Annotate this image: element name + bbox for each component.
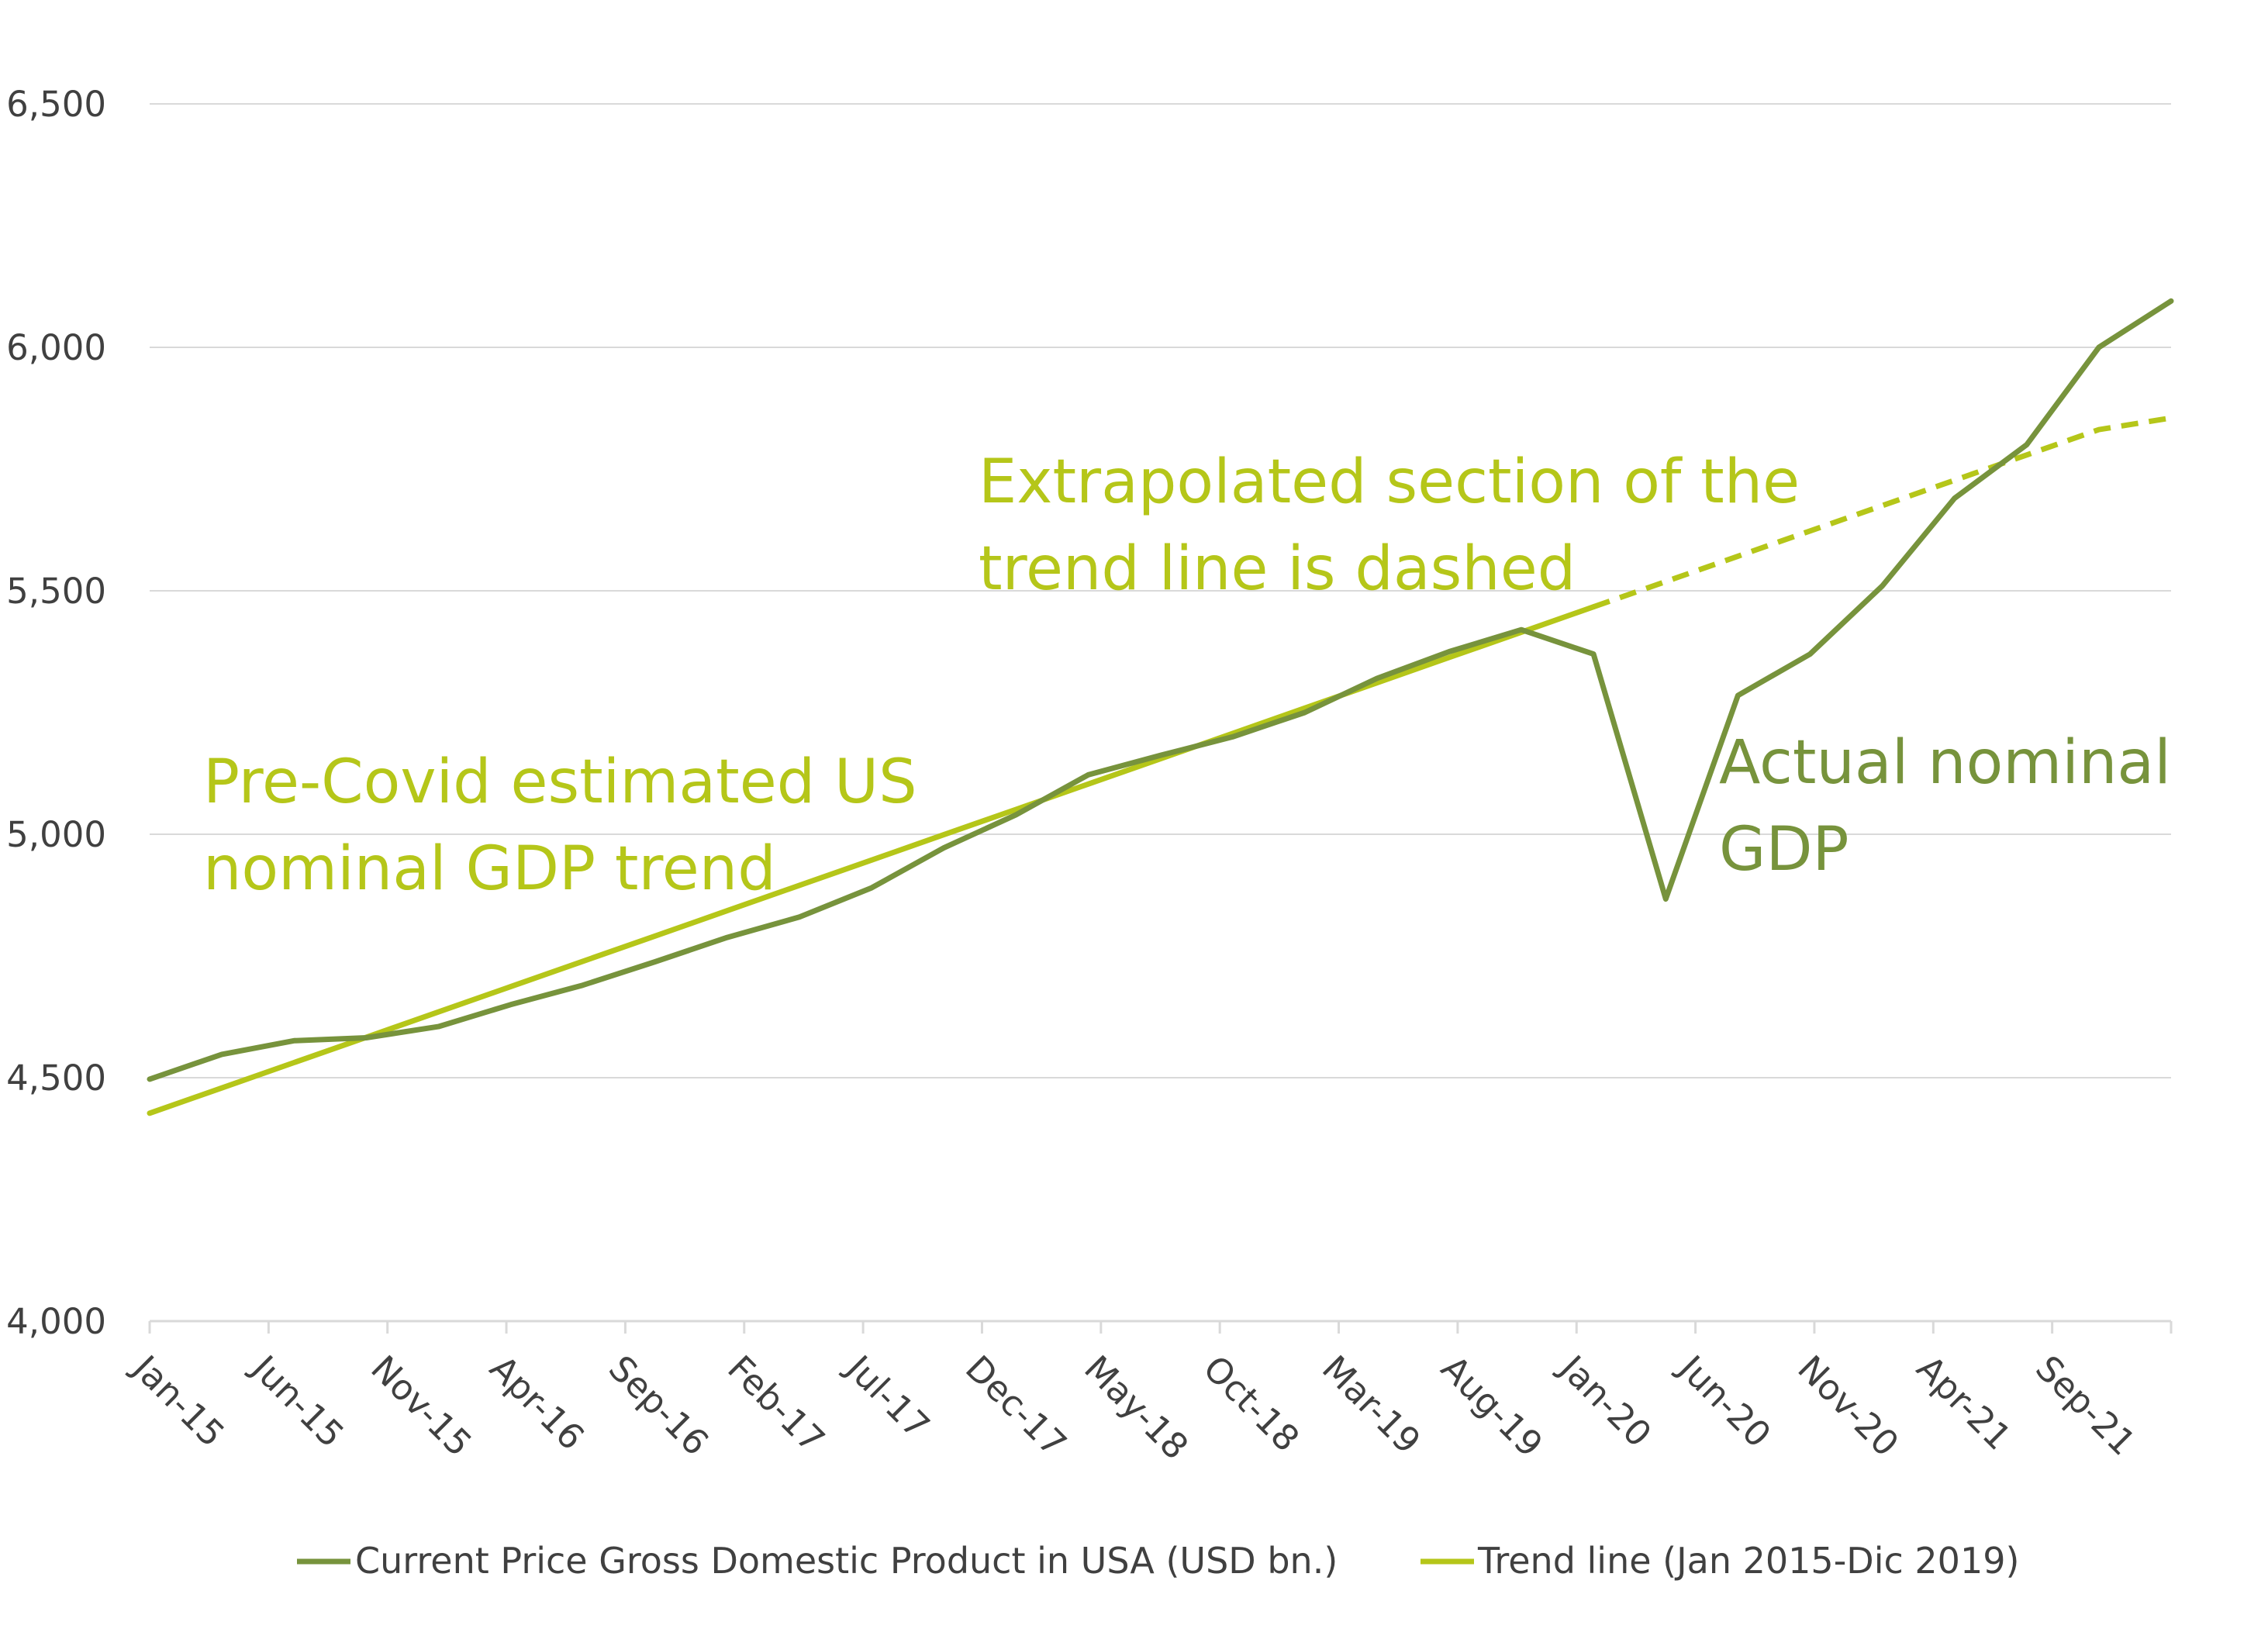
x-tick-label: Nov-15 [363, 1348, 480, 1465]
x-tick-label: Oct-18 [1196, 1348, 1307, 1459]
x-tick-label: Jul-17 [837, 1346, 937, 1447]
annotation-extrapolated: Extrapolated section of the trend line i… [979, 447, 1819, 604]
x-tick-label: Apr-21 [1909, 1348, 2019, 1458]
x-tick-label: Nov-20 [1790, 1348, 1907, 1465]
x-tick-label: Apr-16 [482, 1348, 592, 1458]
x-axis-labels: Jan-15 Jun-15 Nov-15 Apr-16 Sep-16 Feb-17 Jul-… [123, 1346, 2143, 1468]
x-tick-label: Feb-17 [720, 1348, 833, 1461]
y-tick-label: 5,500 [6, 571, 106, 612]
x-tick-label: Jun-15 [243, 1346, 352, 1455]
annotation-actual-line-1: Actual nominal [1719, 728, 2171, 798]
x-tick-label: Jan-20 [1551, 1346, 1660, 1455]
annotation-pre-covid-line-1: Pre-Covid estimated US [203, 747, 917, 817]
legend: Current Price Gross Domestic Product in … [297, 1540, 2019, 1582]
y-tick-label: 4,500 [6, 1058, 106, 1099]
plot-area [147, 298, 2174, 1116]
x-tick-label: Jan-15 [123, 1346, 233, 1455]
x-tick-label: Dec-17 [958, 1348, 1075, 1465]
x-tick-label: Sep-21 [2028, 1348, 2143, 1463]
legend-label-gdp: Current Price Gross Domestic Product in … [355, 1540, 1338, 1582]
gridlines [150, 103, 2171, 1078]
annotation-pre-covid-line-2: nominal GDP trend [203, 834, 776, 904]
legend-label-trend: Trend line (Jan 2015-Dic 2019) [1477, 1540, 2019, 1582]
y-tick-label: 4,000 [6, 1301, 106, 1342]
y-axis: 4,000 4,500 5,000 5,500 6,000 6,500 [6, 84, 106, 1342]
x-tick-label: May-18 [1076, 1348, 1196, 1468]
y-tick-label: 6,000 [6, 327, 106, 368]
annotation-pre-covid-trend: Pre-Covid estimated US nominal GDP trend [203, 747, 936, 904]
annotation-actual-gdp: Actual nominal GDP [1719, 728, 2190, 885]
annotations: Extrapolated section of the trend line i… [203, 447, 2190, 904]
x-tick-label: Aug-19 [1433, 1348, 1551, 1465]
y-tick-label: 6,500 [6, 84, 106, 125]
x-tick-label: Sep-16 [601, 1348, 716, 1463]
annotation-extrapolated-line-1: Extrapolated section of the [979, 447, 1800, 517]
series-line-trend-dashed [1592, 415, 2172, 610]
x-axis [148, 1320, 2173, 1334]
y-tick-label: 5,000 [6, 814, 106, 855]
series-line-gdp [147, 298, 2174, 1082]
annotation-actual-line-2: GDP [1719, 815, 1849, 885]
annotation-extrapolated-line-2: trend line is dashed [979, 534, 1576, 604]
x-tick-label: Jun-20 [1669, 1346, 1779, 1455]
x-tick-label: Mar-19 [1314, 1348, 1428, 1461]
